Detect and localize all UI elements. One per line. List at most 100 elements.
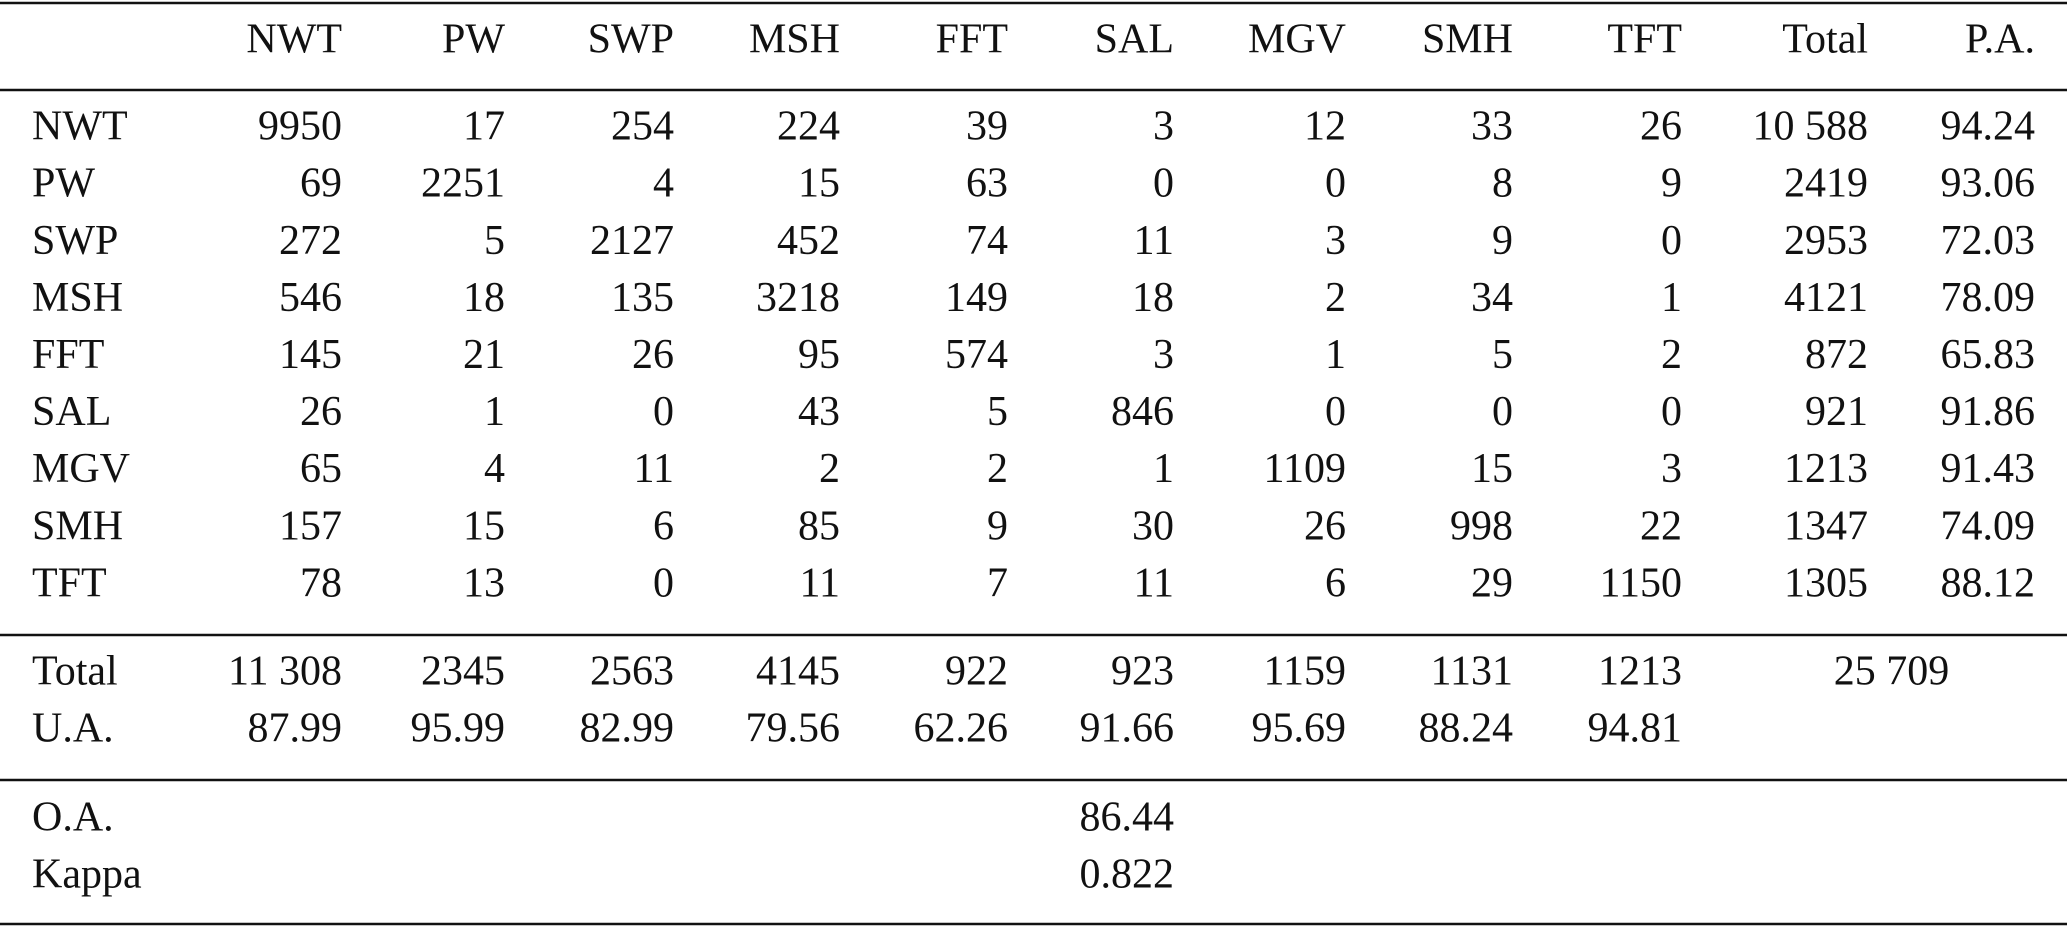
cell: 0 [1661,218,1682,264]
cell: 4145 [756,649,840,695]
cell: 157 [279,503,342,549]
column-header: P.A. [1965,17,2035,63]
row-label: FFT [32,332,104,378]
cell: 2563 [590,649,674,695]
cell: 69 [300,161,342,207]
cell: 224 [777,104,840,150]
cell: 95 [798,332,840,378]
cell: 91.43 [1941,446,2036,492]
cell: 26 [1640,104,1682,150]
cell: 11 [634,446,674,492]
cell: 5 [484,218,505,264]
cell: 15 [1471,446,1513,492]
cell: 1213 [1784,446,1868,492]
cell: 9950 [258,104,342,150]
row-label: SAL [32,389,111,435]
cell: 72.03 [1941,218,2036,264]
cell: 3 [1661,446,1682,492]
cell: 34 [1471,275,1513,321]
row-label: MGV [32,446,130,492]
cell: 5 [987,389,1008,435]
cell: 2 [1325,275,1346,321]
column-header: NWT [246,17,342,63]
cell: 0 [1325,161,1346,207]
cell: 3 [1325,218,1346,264]
cell: 11 [1134,560,1174,606]
row-label: PW [32,161,95,207]
cell: 30 [1132,503,1174,549]
cell: 2953 [1784,218,1868,264]
cell: 2419 [1784,161,1868,207]
cell: 2251 [421,161,505,207]
column-header: SMH [1422,17,1513,63]
cell: 94.24 [1941,104,2036,150]
cell: 1131 [1431,649,1513,695]
cell: 95.69 [1252,706,1347,752]
cell: 94.81 [1588,706,1683,752]
cell: 86.44 [1080,795,1175,841]
cell: 923 [1111,649,1174,695]
cell: 4121 [1784,275,1868,321]
row-label: SWP [32,218,118,264]
cell: 7 [987,560,1008,606]
cell: 2 [819,446,840,492]
column-header: Total [1782,17,1868,63]
grand-total: 25 709 [1834,649,1950,695]
cell: 85 [798,503,840,549]
cell: 93.06 [1941,161,2036,207]
cell: 78 [300,560,342,606]
cell: 1213 [1598,649,1682,695]
cell: 15 [798,161,840,207]
cell: 9 [1661,161,1682,207]
cell: 9 [1492,218,1513,264]
cell: 11 308 [228,649,342,695]
cell: 87.99 [248,706,343,752]
cell: 574 [945,332,1008,378]
cell: 149 [945,275,1008,321]
column-header: PW [442,17,505,63]
cell: 74 [966,218,1008,264]
cell: 26 [632,332,674,378]
cell: 3 [1153,104,1174,150]
cell: 9 [987,503,1008,549]
cell: 1347 [1784,503,1868,549]
cell: 62.26 [914,706,1009,752]
cell: 26 [1304,503,1346,549]
cell: 22 [1640,503,1682,549]
column-header: MGV [1248,17,1346,63]
cell: 18 [1132,275,1174,321]
cell: 88.12 [1941,560,2036,606]
cell: 39 [966,104,1008,150]
cell: 2127 [590,218,674,264]
cell: 1305 [1784,560,1868,606]
cell: 145 [279,332,342,378]
cell: 63 [966,161,1008,207]
cell: 135 [611,275,674,321]
cell: 15 [463,503,505,549]
cell: 0 [1325,389,1346,435]
cell: 11 [800,560,840,606]
cell: 1 [484,389,505,435]
row-label: O.A. [32,795,114,841]
cell: 12 [1304,104,1346,150]
cell: 0 [1661,389,1682,435]
cell: 1 [1153,446,1174,492]
cell: 91.86 [1941,389,2036,435]
column-header: FFT [936,17,1008,63]
cell: 922 [945,649,1008,695]
cell: 17 [463,104,505,150]
cell: 6 [1325,560,1346,606]
cell: 1 [1661,275,1682,321]
row-label: Total [32,649,118,695]
row-label: TFT [32,560,107,606]
cell: 4 [653,161,674,207]
cell: 1 [1325,332,1346,378]
cell: 254 [611,104,674,150]
cell: 2 [1661,332,1682,378]
cell: 1109 [1264,446,1346,492]
cell: 11 [1134,218,1174,264]
cell: 0 [1492,389,1513,435]
cell: 79.56 [746,706,841,752]
